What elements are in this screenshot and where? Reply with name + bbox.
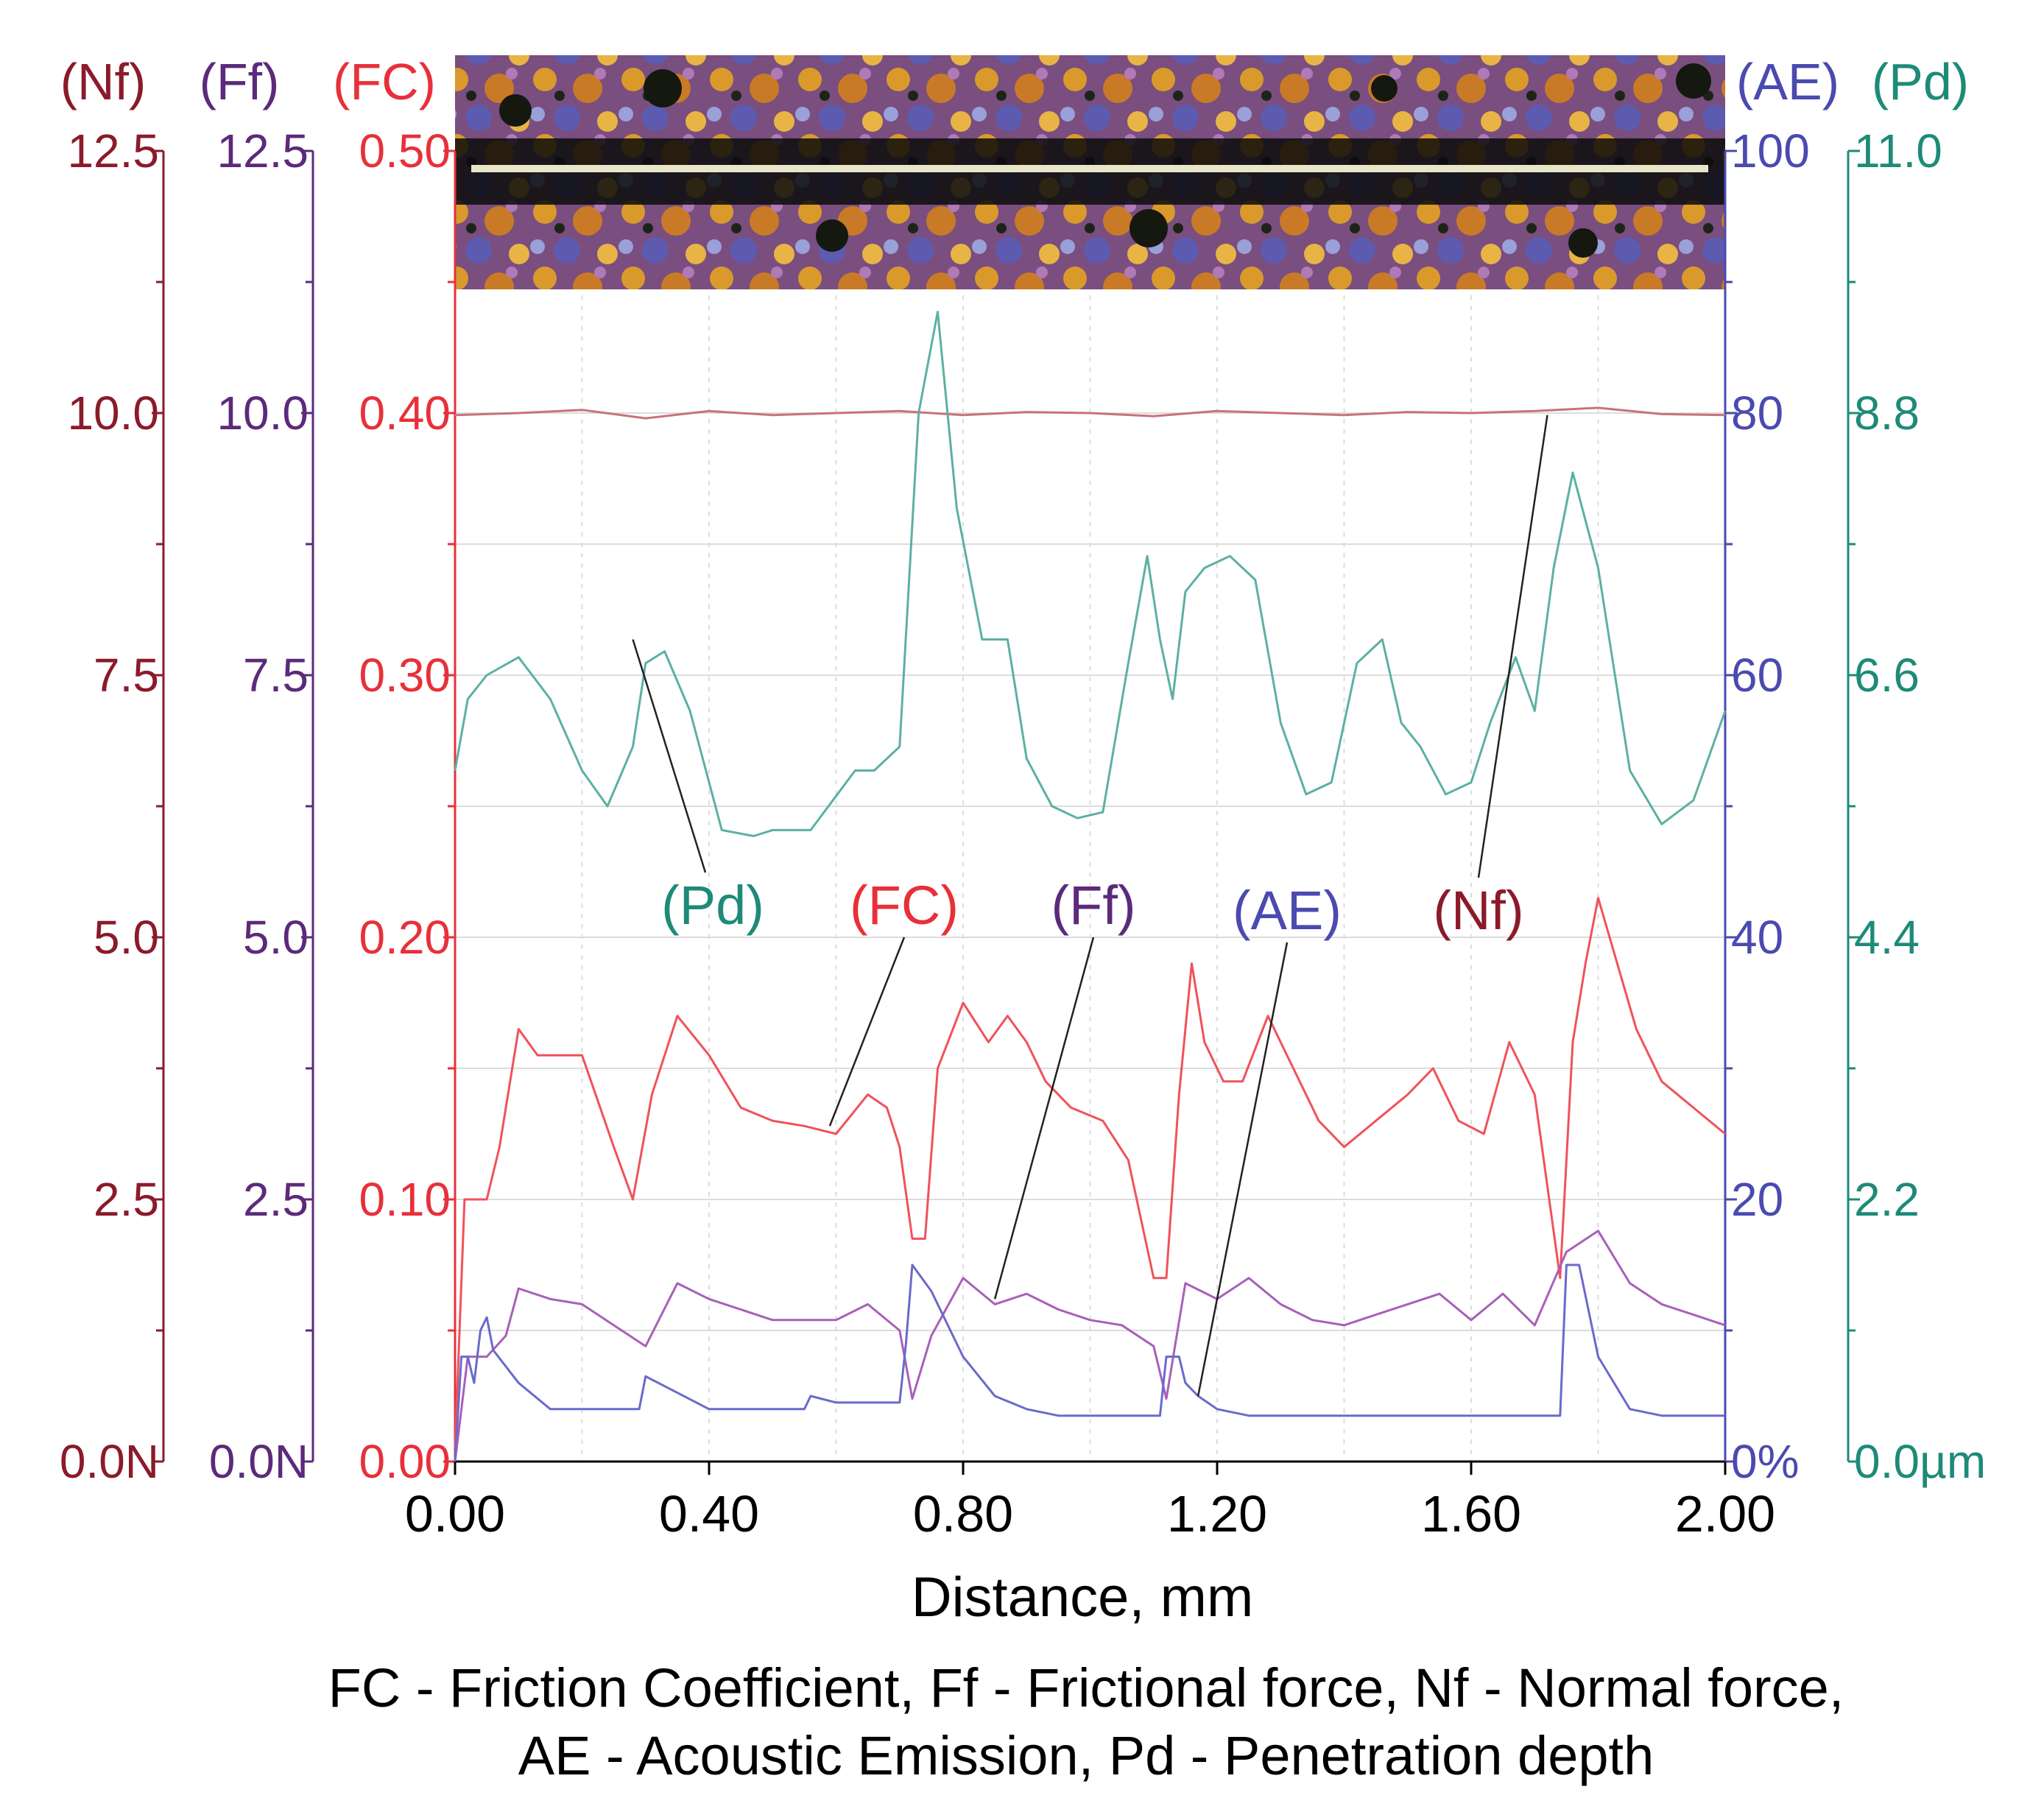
tick-label-ff: 7.5 — [243, 649, 309, 702]
tick-label-ff: 5.0 — [243, 911, 309, 964]
tick-label-ff: 0.0N — [209, 1435, 309, 1488]
annotation-leader-ae — [1197, 942, 1289, 1397]
annotation-label-fc: (FC) — [850, 875, 959, 936]
series-line-nf — [454, 406, 1726, 420]
annotation-label-ae: (AE) — [1233, 880, 1342, 941]
axis-title-ff: (Ff) — [200, 53, 280, 110]
x-tick-label: 2.00 — [1675, 1485, 1775, 1543]
tick-label-nf: 5.0 — [94, 911, 159, 964]
axis-title-pd: (Pd) — [1872, 53, 1969, 110]
tick-label-ae: 40 — [1731, 911, 1783, 964]
tick-label-ae: 0% — [1731, 1435, 1800, 1488]
x-tick-label: 0.00 — [405, 1485, 505, 1543]
tick-label-fc: 0.10 — [359, 1173, 451, 1226]
annotation-leader-pd — [632, 639, 707, 873]
annotation-leader-ff — [993, 937, 1095, 1300]
axis-title-fc: (FC) — [333, 53, 436, 110]
caption-line-1: FC - Friction Coefficient, Ff - Friction… — [328, 1657, 1844, 1718]
chart-axes: (Nf) 0.0N 2.5 5.0 7.5 10.0 12.5 (Ff) 0.0N 2.5 5.0 7… — [60, 53, 1986, 1543]
tick-label-nf: 12.5 — [67, 124, 159, 177]
tick-label-ff: 12.5 — [216, 124, 309, 177]
x-axis-title: Distance, mm — [912, 1566, 1254, 1629]
tick-label-ae: 100 — [1731, 124, 1810, 177]
tick-label-pd: 2.2 — [1854, 1173, 1920, 1226]
tick-label-pd: 11.0 — [1854, 124, 1942, 177]
annotation-label-nf: (Nf) — [1433, 880, 1523, 941]
tick-label-ae: 20 — [1731, 1173, 1783, 1226]
tick-label-fc: 0.50 — [359, 124, 451, 177]
series-line-fc — [454, 897, 1726, 1449]
tick-label-fc: 0.00 — [359, 1435, 451, 1488]
annotation-label-pd: (Pd) — [661, 875, 764, 936]
tick-label-ae: 80 — [1731, 387, 1783, 440]
tick-label-pd: 8.8 — [1854, 387, 1920, 440]
scratch-track-image — [455, 55, 1725, 289]
tick-label-fc: 0.40 — [359, 387, 451, 440]
chart-series — [454, 311, 1727, 1462]
series-line-pd — [454, 311, 1727, 837]
tick-label-pd: 6.6 — [1854, 649, 1920, 702]
tick-label-nf: 2.5 — [94, 1173, 159, 1226]
tick-label-ae: 60 — [1731, 649, 1783, 702]
axis-title-nf: (Nf) — [60, 53, 147, 110]
tick-label-nf: 10.0 — [67, 387, 159, 440]
annotation-leader-fc — [828, 937, 906, 1127]
tick-label-fc: 0.20 — [359, 911, 451, 964]
series-line-ae — [454, 1263, 1725, 1462]
annotation-leader-nf — [1477, 415, 1548, 878]
tick-label-pd: 0.0µm — [1854, 1435, 1986, 1488]
plot-grid — [454, 150, 1726, 1462]
x-tick-label: 0.40 — [659, 1485, 759, 1543]
tick-label-ff: 2.5 — [243, 1173, 309, 1226]
x-tick-label: 1.60 — [1421, 1485, 1521, 1543]
annotation-label-ff: (Ff) — [1051, 875, 1135, 936]
tick-label-pd: 4.4 — [1854, 911, 1920, 964]
x-tick-label: 1.20 — [1167, 1485, 1267, 1543]
x-tick-label: 0.80 — [913, 1485, 1013, 1543]
series-annotations: (Pd) (FC) (Ff) (AE) (Nf) — [632, 415, 1548, 1397]
caption-line-2: AE - Acoustic Emission, Pd - Penetration… — [518, 1725, 1654, 1786]
tick-label-fc: 0.30 — [359, 649, 451, 702]
tick-label-nf: 7.5 — [94, 649, 159, 702]
tick-label-nf: 0.0N — [60, 1435, 159, 1488]
series-line-ff — [454, 1230, 1726, 1462]
axis-title-ae: (AE) — [1736, 53, 1839, 110]
tick-label-ff: 10.0 — [216, 387, 309, 440]
